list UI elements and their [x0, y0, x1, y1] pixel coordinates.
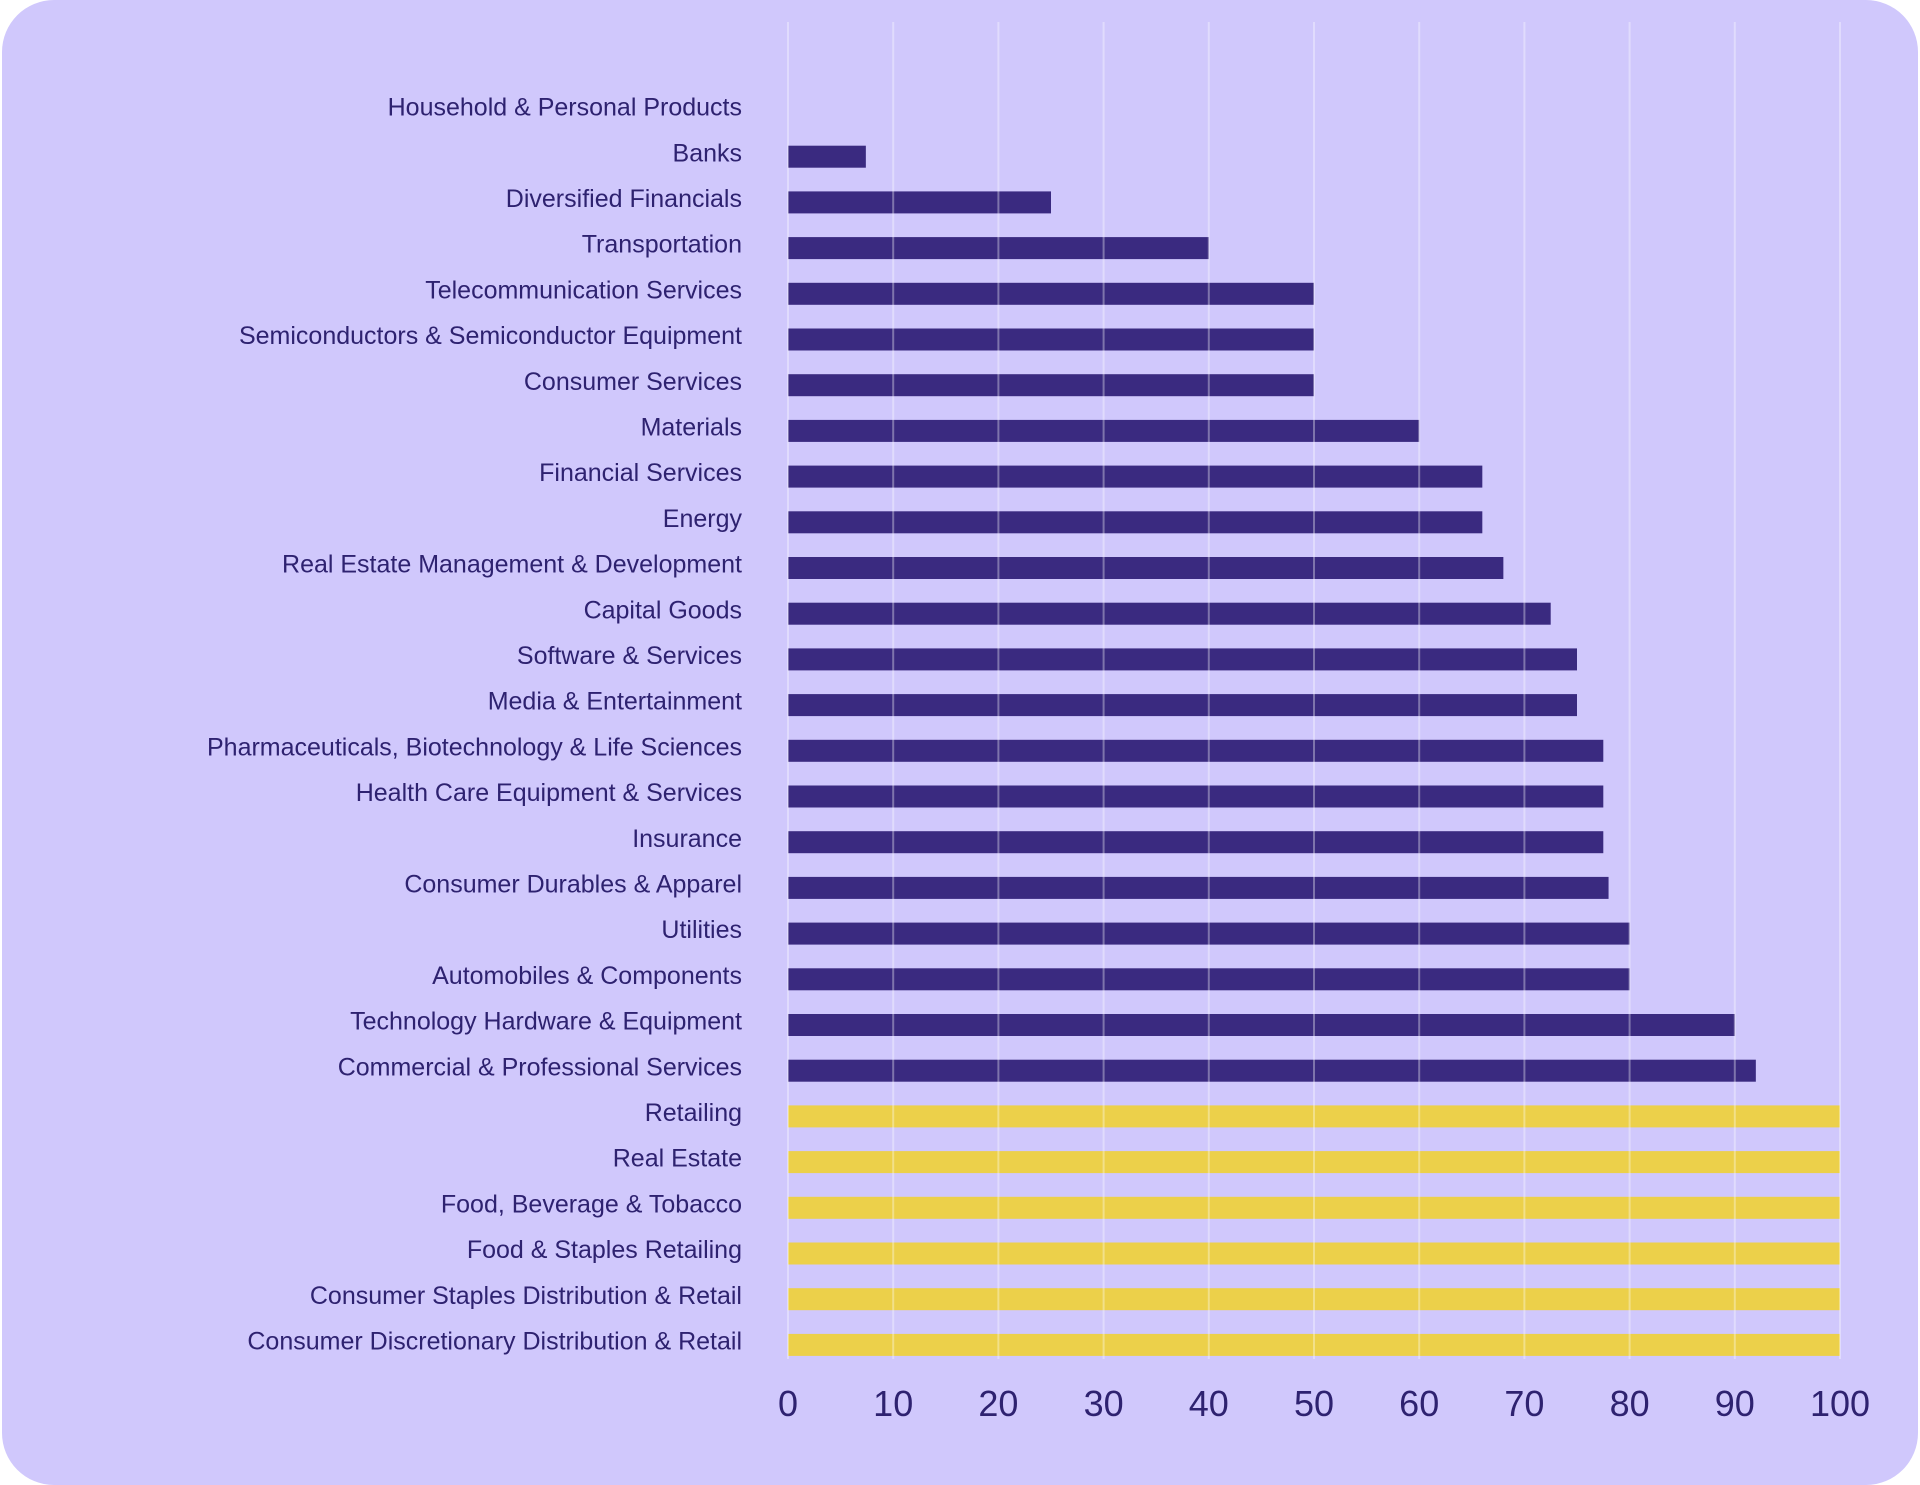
x-tick-label: 80 — [1610, 1383, 1650, 1424]
x-tick-label: 50 — [1294, 1383, 1334, 1424]
category-label: Household & Personal Products — [388, 94, 742, 122]
x-tick-label: 0 — [778, 1383, 798, 1424]
category-label: Insurance — [632, 825, 742, 853]
bar — [788, 419, 1420, 442]
bar — [788, 191, 1051, 214]
category-label: Consumer Services — [524, 368, 742, 396]
bar — [788, 328, 1314, 351]
category-label: Consumer Durables & Apparel — [404, 871, 742, 899]
bar — [788, 465, 1483, 488]
category-label: Food & Staples Retailing — [467, 1236, 742, 1264]
bar — [788, 785, 1604, 808]
x-tick-label: 20 — [978, 1383, 1018, 1424]
x-tick-label: 100 — [1810, 1383, 1870, 1424]
bar — [788, 374, 1314, 397]
category-label: Real Estate Management & Development — [282, 551, 742, 579]
category-label: Semiconductors & Semiconductor Equipment — [239, 322, 742, 350]
category-label: Financial Services — [539, 459, 742, 487]
bar — [788, 831, 1604, 854]
bar — [788, 1196, 1840, 1219]
bar — [788, 602, 1551, 625]
category-label: Technology Hardware & Equipment — [350, 1008, 742, 1036]
category-label: Materials — [641, 414, 742, 442]
x-tick-label: 70 — [1504, 1383, 1544, 1424]
category-label: Telecommunication Services — [425, 276, 742, 304]
bar — [788, 1242, 1840, 1265]
category-label: Media & Entertainment — [488, 688, 742, 716]
category-label: Automobiles & Components — [432, 962, 742, 990]
category-label: Consumer Discretionary Distribution & Re… — [247, 1328, 742, 1356]
category-label: Pharmaceuticals, Biotechnology & Life Sc… — [207, 733, 742, 761]
bar — [788, 739, 1604, 762]
category-label: Commercial & Professional Services — [338, 1053, 742, 1081]
category-label: Health Care Equipment & Services — [356, 779, 742, 807]
category-label: Banks — [673, 139, 742, 167]
bar — [788, 922, 1630, 945]
bar — [788, 511, 1483, 534]
bar — [788, 876, 1609, 899]
bar — [788, 557, 1504, 579]
bar — [788, 145, 866, 168]
bar — [788, 1288, 1840, 1311]
bar — [788, 968, 1630, 991]
bar — [788, 1151, 1840, 1174]
x-tick-label: 90 — [1715, 1383, 1755, 1424]
x-tick-label: 40 — [1189, 1383, 1229, 1424]
x-tick-label: 30 — [1084, 1383, 1124, 1424]
category-label: Real Estate — [613, 1145, 742, 1173]
bar — [788, 237, 1209, 260]
x-tick-label: 60 — [1399, 1383, 1439, 1424]
bar — [788, 1105, 1840, 1128]
bar — [788, 282, 1314, 305]
category-label: Capital Goods — [584, 596, 742, 624]
category-label: Diversified Financials — [506, 185, 742, 213]
category-label: Consumer Staples Distribution & Retail — [310, 1282, 742, 1310]
bar — [788, 1059, 1756, 1082]
bar — [788, 648, 1577, 671]
bar — [788, 1014, 1735, 1036]
category-label: Transportation — [582, 231, 742, 259]
category-label: Energy — [663, 505, 743, 533]
category-label: Software & Services — [517, 642, 742, 670]
category-label: Retailing — [645, 1099, 742, 1127]
bar — [788, 1333, 1840, 1356]
x-tick-label: 10 — [873, 1383, 913, 1424]
bar — [788, 694, 1577, 717]
category-label: Utilities — [661, 916, 742, 944]
category-label: Food, Beverage & Tobacco — [441, 1190, 742, 1218]
